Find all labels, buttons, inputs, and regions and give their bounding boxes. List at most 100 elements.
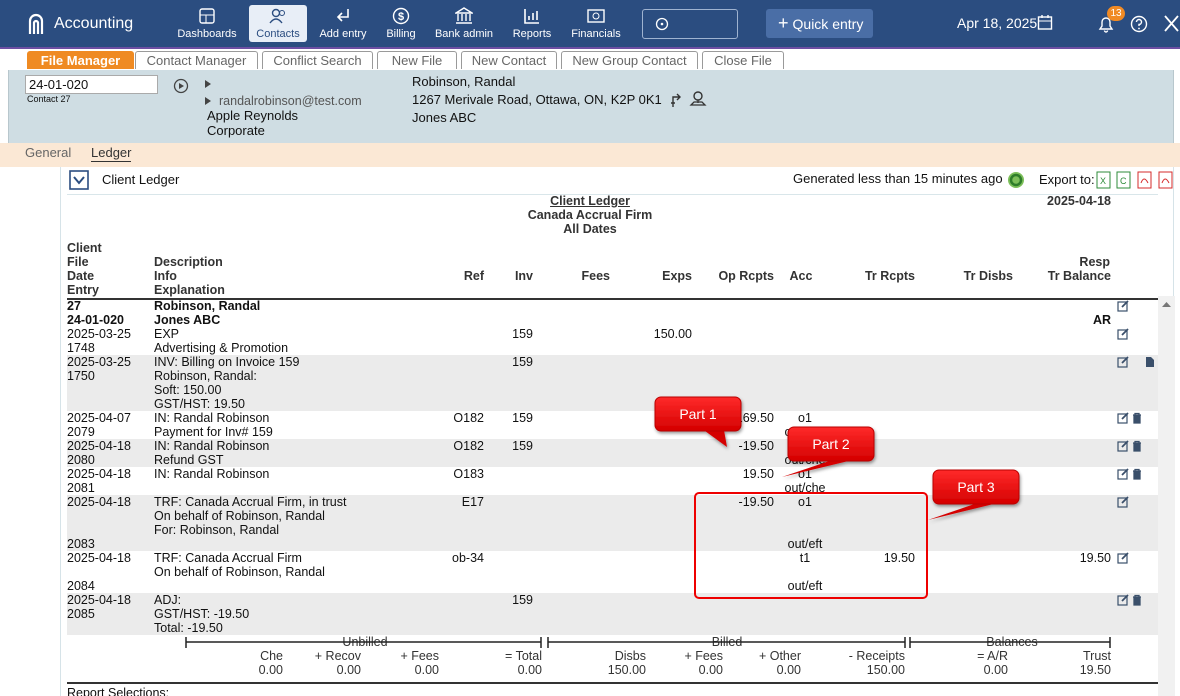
edit-icon[interactable] xyxy=(1117,300,1129,312)
entry-date: 2025-04-18 xyxy=(67,551,131,565)
entry-description: Total: -19.50 xyxy=(154,621,223,635)
tab[interactable]: Close File xyxy=(702,51,784,69)
row-background xyxy=(67,355,1158,411)
nav-icon[interactable] xyxy=(269,7,287,25)
cell-op-rcpts: 19.50 xyxy=(742,467,774,481)
entry-description: GST/HST: -19.50 xyxy=(154,607,250,621)
export-icons[interactable]: X C xyxy=(1096,171,1176,190)
column-header: Acc xyxy=(789,269,813,283)
tab[interactable]: New Contact xyxy=(461,51,557,69)
cell-acc: t1 xyxy=(799,551,811,565)
summary-label: + Fees xyxy=(400,649,439,663)
column-header: Entry xyxy=(67,283,99,297)
plus-icon: + xyxy=(778,13,789,33)
entry-description: IN: Randal Robinson xyxy=(154,411,270,425)
entry-description: Robinson, Randal: xyxy=(154,369,257,383)
quick-entry-button[interactable]: + Quick entry xyxy=(766,9,873,38)
entry-description: On behalf of Robinson, Randal xyxy=(154,509,325,523)
nav-item[interactable]: Reports xyxy=(512,28,552,40)
play-icon[interactable] xyxy=(173,78,189,94)
cell-ref: O183 xyxy=(453,467,484,481)
column-header: Tr Disbs xyxy=(963,269,1013,283)
edit-icon[interactable] xyxy=(1117,440,1129,452)
client-address: 1267 Merivale Road, Ottawa, ON, K2P 0K1 xyxy=(412,92,662,107)
nav-icon[interactable] xyxy=(455,7,473,25)
cell-op-rcpts: -19.50 xyxy=(738,439,774,453)
help-icon[interactable] xyxy=(1130,15,1148,33)
summary-value: 150.00 xyxy=(607,663,646,677)
nav-icon[interactable] xyxy=(587,7,605,25)
sub-tab[interactable]: General xyxy=(25,145,72,160)
generated-note: Generated less than 15 minutes ago xyxy=(793,171,1003,186)
nav-icon[interactable] xyxy=(523,7,541,25)
entry-description: Payment for Inv# 159 xyxy=(154,425,273,439)
brand[interactable]: Accounting xyxy=(54,15,134,32)
summary-label: + Other xyxy=(758,649,801,663)
nav-item[interactable]: Add entry xyxy=(319,28,367,40)
callout: Part 3 xyxy=(928,469,1020,520)
entry-description: For: Robinson, Randal xyxy=(154,523,280,537)
tab[interactable]: File Manager xyxy=(27,51,134,69)
edit-icon[interactable] xyxy=(1117,552,1129,564)
current-date[interactable]: Apr 18, 2025 xyxy=(957,15,1038,31)
expand-arrow[interactable] xyxy=(205,97,211,105)
cell-acc: out/eft xyxy=(787,579,823,593)
nav-icon[interactable] xyxy=(198,7,216,25)
directions-icon[interactable] xyxy=(669,91,683,108)
callout-label: Part 3 xyxy=(957,479,995,495)
tab[interactable]: Conflict Search xyxy=(262,51,373,69)
trash-icon[interactable] xyxy=(1131,594,1143,606)
scrollbar[interactable] xyxy=(1158,296,1175,696)
entry-description: Soft: 150.00 xyxy=(154,383,222,397)
contact-panel: 24-01-020 Contact 27 randalrobinson@test… xyxy=(8,70,1174,143)
collapse-toggle[interactable] xyxy=(69,170,89,190)
contact-type: Corporate xyxy=(207,123,265,138)
row-background xyxy=(67,439,1158,467)
entry-date: 2025-04-07 xyxy=(67,411,131,425)
map-icon[interactable] xyxy=(689,90,707,107)
edit-icon[interactable] xyxy=(1117,412,1129,424)
trash-icon[interactable] xyxy=(1131,468,1143,480)
search-box[interactable] xyxy=(642,9,738,39)
entry-number: 2079 xyxy=(67,425,95,439)
trash-icon[interactable] xyxy=(1131,440,1143,452)
report-title: Client Ledger xyxy=(550,194,630,208)
callout-box xyxy=(787,426,875,462)
doc-icon[interactable] xyxy=(1144,356,1156,368)
scroll-up[interactable] xyxy=(1158,296,1175,313)
edit-icon[interactable] xyxy=(1117,328,1129,340)
nav-item[interactable]: Dashboards xyxy=(177,28,237,40)
file-input[interactable]: 24-01-020 xyxy=(25,75,158,94)
nav-item[interactable]: Billing xyxy=(386,28,416,40)
calendar-icon[interactable] xyxy=(1037,14,1053,31)
refresh-icon[interactable] xyxy=(1005,170,1027,190)
tab[interactable]: Contact Manager xyxy=(135,51,258,69)
edit-icon[interactable] xyxy=(1117,468,1129,480)
callout: Part 2 xyxy=(782,426,875,477)
edit-icon[interactable] xyxy=(1117,356,1129,368)
edit-icon[interactable] xyxy=(1117,496,1129,508)
entry-number: 1750 xyxy=(67,369,95,383)
entry-description: TRF: Canada Accrual Firm xyxy=(154,551,302,565)
column-header: Description xyxy=(154,255,223,269)
bell-icon[interactable] xyxy=(1097,15,1115,33)
nav-icon[interactable] xyxy=(334,7,352,25)
sub-tab[interactable]: Ledger xyxy=(91,145,132,162)
nav-item[interactable]: Contacts xyxy=(256,28,300,40)
tab[interactable]: New File xyxy=(377,51,457,69)
contact-email[interactable]: randalrobinson@test.com xyxy=(219,94,362,108)
edit-icon[interactable] xyxy=(1117,594,1129,606)
entry-description: IN: Randal Robinson xyxy=(154,439,270,453)
entry-number: 2080 xyxy=(67,453,95,467)
nav-item[interactable]: Financials xyxy=(571,28,621,40)
expand-arrow[interactable] xyxy=(205,80,211,88)
summary-value: 0.00 xyxy=(517,663,542,677)
nav-item[interactable]: Bank admin xyxy=(434,28,494,40)
nav-icon[interactable]: $ xyxy=(392,7,410,25)
tools-icon[interactable] xyxy=(1163,14,1180,33)
tab[interactable]: New Group Contact xyxy=(561,51,698,69)
trash-icon[interactable] xyxy=(1131,412,1143,424)
cell-ref: O182 xyxy=(453,411,484,425)
